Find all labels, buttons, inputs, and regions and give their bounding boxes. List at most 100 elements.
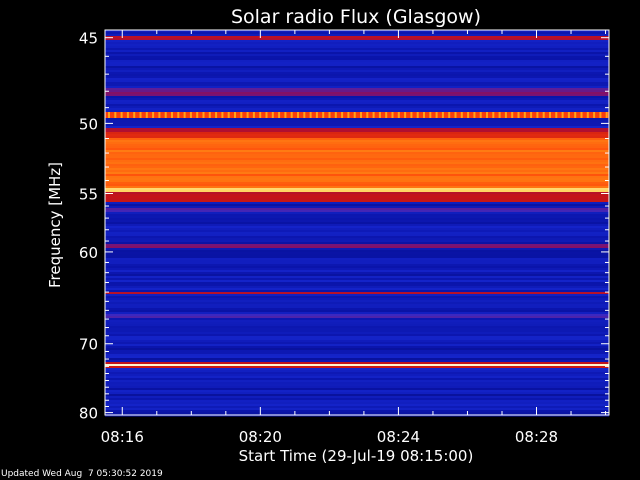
pulse-mark (177, 116, 180, 119)
heatmap-row (105, 350, 609, 353)
heatmap-row (105, 214, 609, 217)
y-axis: 45 50 55 60 70 80 (79, 30, 609, 423)
pulse-mark (259, 112, 262, 115)
pulse-mark (378, 114, 381, 117)
pulse-mark (246, 116, 249, 119)
heatmap-row (105, 58, 609, 61)
pulse-mark (322, 112, 325, 115)
pulse-mark (215, 112, 218, 115)
pulse-mark (448, 114, 451, 117)
pulse-mark (297, 114, 299, 117)
heatmap-row (105, 138, 609, 141)
heatmap-row (105, 136, 609, 139)
heatmap-row (105, 130, 609, 133)
pulse-mark (108, 116, 110, 119)
heatmap-row (105, 246, 609, 249)
heatmap-row (105, 82, 609, 85)
pulse-mark (315, 112, 318, 115)
heatmap-row (105, 344, 609, 347)
pulse-mark (271, 112, 274, 115)
heatmap-row (105, 72, 609, 75)
pulse-mark (536, 116, 539, 119)
pulse-mark (391, 114, 394, 117)
heatmap-row (105, 386, 609, 389)
heatmap-row (105, 152, 609, 155)
pulse-mark (404, 116, 407, 119)
heatmap-row (105, 104, 609, 107)
heatmap-row (105, 402, 609, 405)
pulse-mark (555, 114, 558, 117)
pulse-mark (164, 112, 167, 115)
pulse-mark (347, 114, 350, 117)
pulse-mark (486, 114, 488, 117)
pulse-mark (366, 114, 369, 117)
x-axis: 08:16 08:20 08:24 08:28 (101, 30, 607, 446)
pulse-mark (435, 114, 438, 117)
pulse-mark (498, 112, 501, 115)
pulse-mark (523, 112, 526, 115)
heatmap-row (105, 144, 609, 147)
pulse-mark (126, 114, 129, 117)
pulse-mark (549, 116, 551, 119)
pulse-mark (158, 112, 161, 115)
pulse-mark (341, 114, 344, 117)
pulse-mark (252, 114, 255, 117)
pulse-mark (454, 116, 457, 119)
x-tick-label: 08:20 (239, 428, 282, 446)
heatmap-row (105, 234, 609, 237)
pulse-mark (391, 116, 394, 119)
pulse-mark (435, 116, 438, 119)
pulse-mark (586, 112, 589, 115)
heatmap-row (105, 168, 609, 171)
pulse-mark (511, 116, 514, 119)
heatmap-row (105, 110, 609, 113)
pulse-mark (586, 114, 589, 117)
pulse-mark (530, 114, 533, 117)
pulse-mark (297, 112, 299, 115)
heatmap-row (105, 254, 609, 257)
heatmap-row (105, 374, 609, 377)
y-tick-label: 50 (79, 115, 98, 133)
pulse-mark (240, 112, 243, 115)
heatmap-row (105, 316, 609, 319)
pulse-mark (252, 116, 255, 119)
pulse-mark (492, 116, 495, 119)
heatmap-row (105, 358, 609, 361)
heatmap-row (105, 88, 609, 91)
pulse-mark (120, 112, 123, 115)
pulse-mark (599, 114, 602, 117)
pulse-mark (486, 116, 488, 119)
pulse-mark (303, 116, 306, 119)
pulse-mark (139, 112, 142, 115)
pulse-mark (416, 114, 419, 117)
heatmap-row (105, 370, 609, 373)
pulse-mark (334, 112, 337, 115)
pulse-mark (593, 112, 596, 115)
pulse-mark (567, 116, 570, 119)
pulse-mark (385, 112, 388, 115)
pulse-mark (202, 116, 205, 119)
heatmap-row (105, 346, 609, 349)
heatmap-row (105, 282, 609, 285)
heatmap-row (105, 264, 609, 267)
pulse-mark (599, 112, 602, 115)
pulse-mark (290, 116, 293, 119)
heatmap-row (105, 98, 609, 101)
pulse-mark (353, 112, 356, 115)
pulse-mark (460, 112, 463, 115)
pulse-mark (561, 114, 564, 117)
pulse-mark (366, 116, 369, 119)
pulse-mark (360, 114, 362, 117)
pulse-mark (517, 112, 520, 115)
heatmap-row (105, 40, 609, 43)
pulse-mark (234, 112, 236, 115)
heatmap-row (105, 106, 609, 109)
pulse-mark (158, 116, 161, 119)
pulse-mark (460, 114, 463, 117)
pulse-mark (221, 112, 224, 115)
heatmap-row (105, 294, 609, 297)
pulse-mark (334, 114, 337, 117)
pulse-mark (108, 112, 110, 115)
pulse-mark (315, 114, 318, 117)
